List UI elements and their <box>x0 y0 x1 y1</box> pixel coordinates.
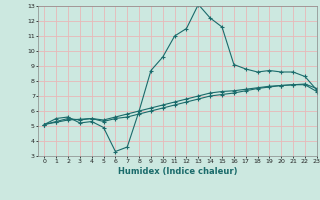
X-axis label: Humidex (Indice chaleur): Humidex (Indice chaleur) <box>118 167 237 176</box>
